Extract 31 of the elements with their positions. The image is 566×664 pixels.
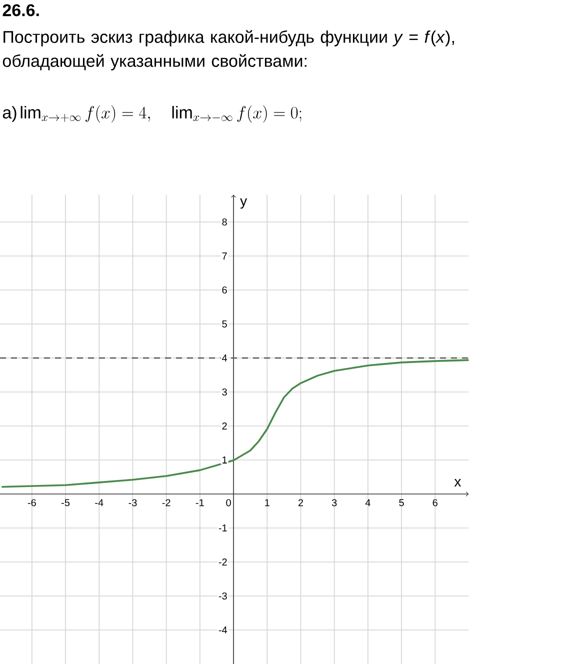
y-tick-label: 6 <box>222 286 227 294</box>
y-tick-label: -2 <box>218 558 227 566</box>
y-tick-label: 3 <box>222 388 227 396</box>
y-tick-label: 1 <box>222 456 227 464</box>
y-tick-label: 4 <box>222 354 228 362</box>
y-tick-label: -4 <box>218 626 228 634</box>
text: Построить эскиз графика какой-нибудь функции y = f(x), обладающей указанными свойствами: <box>2 30 454 70</box>
y-tick-label: 7 <box>222 252 227 260</box>
x-axis-title: x <box>454 479 462 486</box>
x-tick-label: 2 <box>298 499 304 506</box>
x-tick-label: -5 <box>62 499 70 506</box>
x-tick-label: -2 <box>162 499 170 506</box>
y-tick-label: -1 <box>218 524 227 532</box>
x-tick-label: 4 <box>365 499 370 506</box>
y-tick-label: 8 <box>222 218 227 226</box>
y-tick-label: -3 <box>218 592 227 600</box>
x-tick-label: 6 <box>432 499 438 506</box>
y-tick-label: 5 <box>222 320 227 328</box>
text: а) <box>2 106 16 122</box>
x-tick-label: 3 <box>332 499 337 506</box>
text: $\lim_{x\to+\infty} f(x) = 4,\quad \lim_{x\to-\infty} f(x) = 0;$ <box>20 105 302 123</box>
y-tick-label: 2 <box>222 422 227 430</box>
x-tick-label: 1 <box>265 499 270 506</box>
x-tick-label: 0 <box>226 499 231 506</box>
x-tick-label: -1 <box>196 499 204 506</box>
x-tick-label: -6 <box>28 499 36 506</box>
x-tick-label: -4 <box>95 499 104 506</box>
y-axis-title: y <box>240 198 248 209</box>
x-tick-label: 5 <box>399 499 404 506</box>
chart-title: 26.6. <box>2 4 39 16</box>
x-tick-label: -3 <box>128 499 137 506</box>
